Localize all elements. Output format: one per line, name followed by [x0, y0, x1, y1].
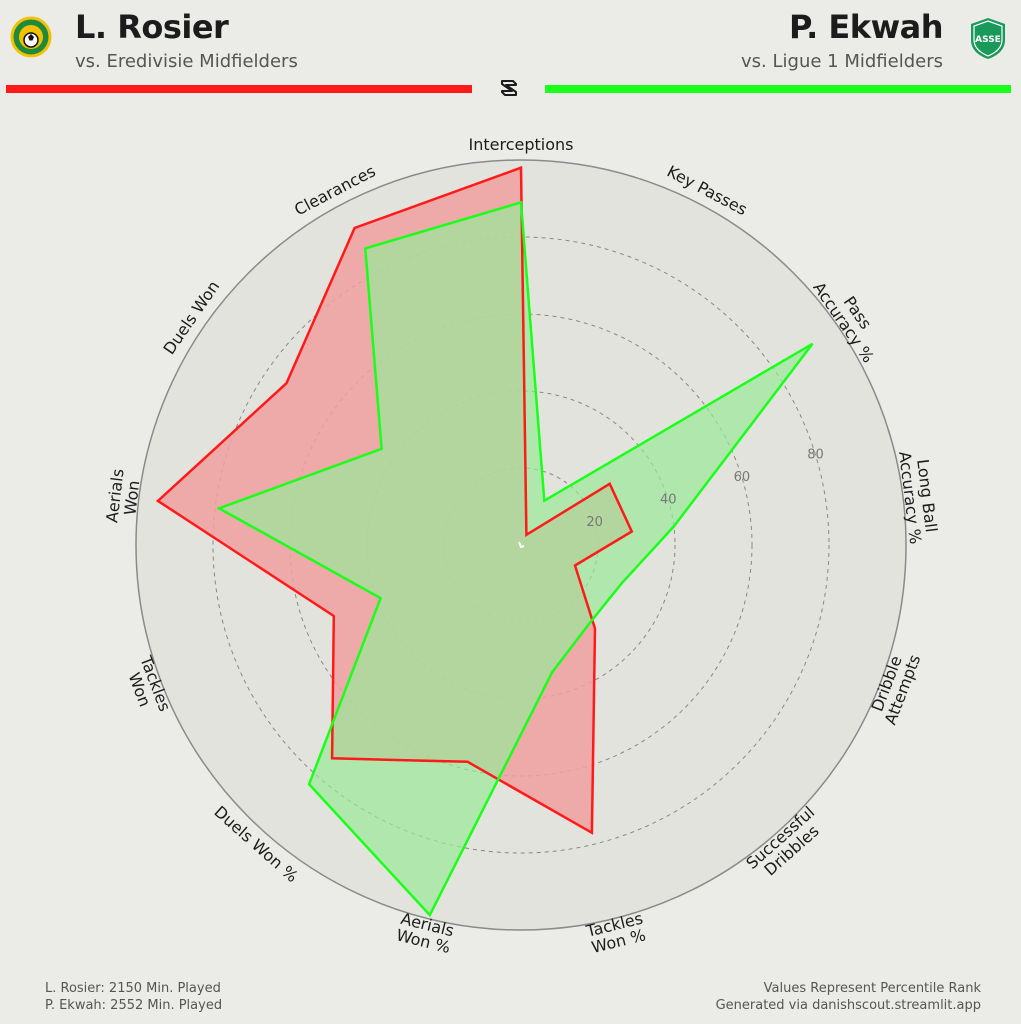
percentile-note: Values Represent Percentile Rank	[763, 981, 981, 996]
right-player-comparison: vs. Ligue 1 Midfielders	[741, 51, 943, 72]
radar-tick-label: 60	[734, 470, 751, 485]
fortuna-sittard-crest-icon	[10, 16, 52, 58]
left-minutes-played: L. Rosier: 2150 Min. Played	[45, 981, 221, 996]
svg-text:Interceptions: Interceptions	[469, 135, 574, 154]
right-player-color-bar	[545, 85, 1011, 93]
left-player-comparison: vs. Eredivisie Midfielders	[75, 51, 298, 72]
danishscout-logo-icon	[497, 76, 521, 100]
radar-tick-label: 40	[660, 493, 677, 508]
center-mark-icon	[518, 541, 525, 549]
series-outline-1	[155, 165, 634, 835]
right-minutes-played: P. Ekwah: 2552 Min. Played	[45, 998, 223, 1013]
left-player-name: L. Rosier	[75, 8, 229, 46]
left-player-color-bar	[6, 85, 472, 93]
saint-etienne-crest-icon: ASSE	[968, 16, 1008, 60]
series-fill-2	[219, 202, 813, 916]
right-player-name: P. Ekwah	[789, 8, 943, 46]
source-note: Generated via danishscout.streamlit.app	[715, 998, 981, 1013]
asse-badge-text: ASSE	[975, 35, 1001, 45]
radar-tick-label: 80	[807, 447, 824, 462]
category-label: Interceptions	[469, 135, 574, 154]
series-outline-2	[216, 200, 814, 918]
radar-tick-label: 20	[586, 515, 603, 530]
